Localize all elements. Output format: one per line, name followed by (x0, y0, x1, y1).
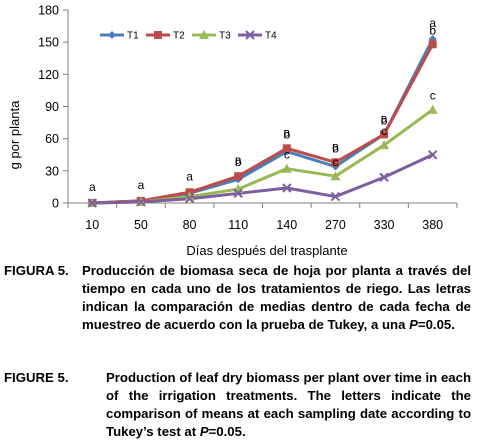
significance-letter: a (332, 139, 339, 153)
significance-letter: a (186, 169, 193, 183)
data-point-marker (154, 31, 162, 39)
data-point-marker (282, 144, 291, 153)
significance-letter: a (138, 178, 145, 192)
figure-caption-text: Producción de biomasa seca de hoja por p… (82, 263, 471, 332)
figure-caption-text: Production of leaf dry biomass per plant… (106, 370, 471, 439)
significance-letter: a (283, 125, 290, 139)
significance-letter: a (89, 180, 96, 194)
data-point-marker (184, 191, 195, 201)
data-point-marker (282, 183, 292, 193)
x-tick-label: 80 (183, 218, 197, 232)
biomass-line-chart: 0 30 60 90 120 150 180 10 50 80 110 140 270 330 380 a… (7, 4, 458, 258)
data-point-marker (199, 30, 209, 39)
data-point-marker (380, 130, 389, 139)
data-point-marker (108, 31, 116, 39)
data-point-marker (234, 172, 243, 181)
data-point-marker (184, 194, 195, 204)
significance-letter: c (284, 148, 290, 162)
significance-letter: c (381, 124, 387, 138)
y-tick-label: 30 (45, 164, 59, 178)
data-point-marker (427, 104, 438, 114)
significance-letter: a (429, 16, 436, 30)
data-point-marker (330, 171, 341, 181)
series-line-t2 (92, 43, 435, 205)
x-tick-label: 140 (276, 218, 297, 232)
x-tick-label: 110 (228, 218, 248, 232)
y-tick-label: 0 (52, 197, 59, 211)
legend-label: T2 (173, 31, 185, 42)
data-point-marker (330, 191, 341, 202)
data-point-marker (379, 140, 390, 150)
significance-letter: b (429, 23, 436, 37)
data-point-marker (233, 188, 243, 199)
data-point-marker (87, 198, 98, 208)
x-axis-ticks: 10 50 80 110 140 270 330 380 (67, 203, 458, 232)
data-point-marker (136, 197, 146, 207)
data-point-marker (428, 40, 437, 49)
y-tick-label: 180 (38, 4, 59, 18)
data-point-marker (379, 172, 389, 182)
series-line-t4 (92, 153, 434, 205)
data-point-marker (281, 163, 292, 173)
figure-caption-label: FIGURA 5. (4, 263, 69, 278)
y-tick-label: 60 (45, 132, 59, 146)
y-axis-ticks: 0 30 60 90 120 150 180 (38, 4, 68, 211)
x-tick-label: 50 (134, 218, 148, 232)
y-axis-title: g por planta (7, 100, 22, 169)
y-tick-label: 90 (45, 100, 59, 114)
x-tick-label: 10 (85, 218, 99, 232)
significance-letter: b (332, 141, 339, 155)
figure-caption-label: FIGURE 5. (4, 370, 69, 385)
significance-letter: c (430, 89, 436, 103)
x-tick-label: 330 (374, 218, 395, 232)
legend-label: T1 (127, 31, 139, 42)
significance-letter: b (235, 155, 242, 169)
significance-letter: b (381, 113, 388, 127)
legend-label: T4 (265, 31, 277, 42)
chart-legend: T1 T2 T3 T4 (100, 30, 277, 42)
data-point-marker (245, 30, 255, 40)
y-tick-label: 120 (38, 68, 59, 82)
legend-label: T3 (219, 31, 231, 42)
x-axis-title: Días después del trasplante (186, 243, 347, 258)
data-point-marker (331, 158, 340, 167)
series-lines (92, 38, 435, 205)
y-tick-label: 150 (38, 36, 59, 50)
data-point-marker (427, 150, 438, 160)
significance-letter: a (235, 153, 242, 167)
x-tick-label: 270 (325, 218, 346, 232)
series-markers (87, 34, 438, 208)
significance-letter: b (283, 127, 290, 141)
significance-letter: a (381, 111, 388, 125)
x-tick-label: 380 (422, 218, 443, 232)
significance-letter: c (332, 155, 338, 169)
